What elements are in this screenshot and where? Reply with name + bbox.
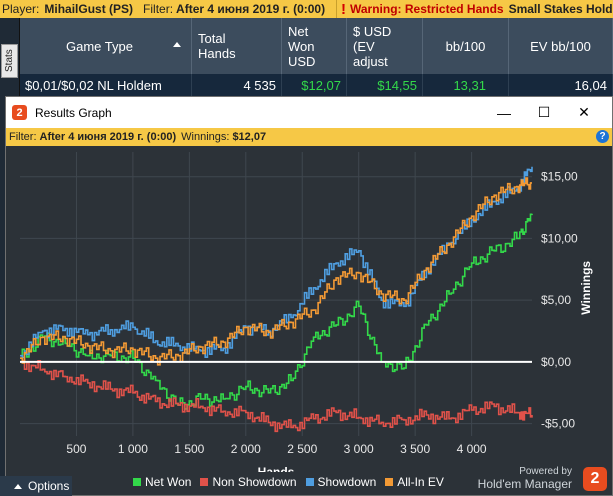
y-tick-label: $10,00 <box>541 231 578 245</box>
cell-total-hands: 4 535 <box>192 74 282 96</box>
col-header-ev-bb100[interactable]: EV bb/100 <box>509 18 613 74</box>
legend-label: Net Won <box>145 475 192 489</box>
stats-tab[interactable]: Stats <box>1 44 18 78</box>
legend-item-non-showdown[interactable]: Non Showdown <box>200 475 297 489</box>
graph-filter-label: Filter: <box>9 131 37 143</box>
cell-bb100: 13,31 <box>423 74 509 96</box>
cell-net-won: $12,07 <box>282 74 347 96</box>
col-header-net-won[interactable]: Net Won USD <box>282 18 347 74</box>
hm-brand-text: Hold'em Manager <box>477 477 572 491</box>
results-graph-window: 2 Results Graph — ☐ ✕ Filter: After 4 ию… <box>5 96 613 496</box>
cell-ev-adjusted: $14,55 <box>347 74 423 96</box>
col-header-label: Game Type <box>66 38 133 54</box>
x-tick-label: 1 000 <box>118 442 148 456</box>
x-tick-label: 4 000 <box>457 442 487 456</box>
x-tick-label: 2 500 <box>287 442 317 456</box>
maximize-button[interactable]: ☐ <box>537 104 551 120</box>
plot-area <box>20 152 532 436</box>
col-header-bb100[interactable]: bb/100 <box>423 18 509 74</box>
winnings-value: $12,07 <box>232 131 267 143</box>
legend-item-showdown[interactable]: Showdown <box>305 475 377 489</box>
sort-ascending-icon <box>173 42 181 47</box>
legend-swatch <box>200 478 209 486</box>
y-tick-label: $0,00 <box>541 355 571 369</box>
minimize-button[interactable]: — <box>497 104 511 121</box>
powered-by: Powered by Hold'em Manager 2 <box>468 464 612 494</box>
legend-swatch <box>385 478 394 486</box>
hm-logo-icon: 2 <box>583 467 607 491</box>
filter-label: Filter: <box>143 2 174 16</box>
x-tick-label: 500 <box>66 442 86 456</box>
y-axis-title: Winnings <box>579 261 593 315</box>
results-chart: 500 1 000 1 500 2 000 2 500 3 000 3 500 4 000 -$… <box>20 152 593 472</box>
cell-game-type: $0,01/$0,02 NL Holdem <box>20 74 192 96</box>
warning-text: Warning: Restricted Hands <box>350 2 504 16</box>
legend-label: Showdown <box>317 475 377 489</box>
winnings-label: Winnings: <box>181 131 230 143</box>
legend-label: Non Showdown <box>212 475 297 489</box>
restricted-hands-warning[interactable]: ! Warning: Restricted Hands Small Stakes… <box>336 0 613 18</box>
chart-legend: Net Won Non Showdown Showdown All-In EV <box>133 475 453 489</box>
col-header-label: Net Won USD <box>288 23 316 69</box>
window-titlebar[interactable]: 2 Results Graph — ☐ ✕ <box>6 97 612 128</box>
x-tick-label: 3 000 <box>344 442 374 456</box>
series-line-non-showdown <box>20 359 533 433</box>
player-name[interactable]: MihailGust (PS) <box>44 2 134 16</box>
player-label: Player: <box>2 2 40 16</box>
col-header-game-type[interactable]: Game Type <box>20 18 192 74</box>
powered-by-text: Powered by <box>519 466 572 477</box>
graph-filter-value[interactable]: After 4 июня 2019 г. (0:00) <box>39 131 177 143</box>
x-axis-title: Hands <box>258 465 295 472</box>
legend-swatch <box>133 478 141 486</box>
filter-value[interactable]: After 4 июня 2019 г. (0:00) <box>176 2 326 16</box>
legend-label: All-In EV <box>397 475 444 489</box>
col-header-label: $ USD (EV adjust <box>353 23 392 69</box>
hm-app-icon: 2 <box>12 105 27 120</box>
x-tick-label: 1 500 <box>174 442 204 456</box>
x-tick-label: 2 000 <box>231 442 261 456</box>
y-tick-label: -$5,00 <box>541 417 575 431</box>
legend-item-net-won[interactable]: Net Won <box>133 475 191 489</box>
legend-swatch <box>305 478 314 486</box>
series-line-all-in-ev <box>20 177 532 366</box>
options-label: Options <box>28 479 70 493</box>
table-row[interactable]: $0,01/$0,02 NL Holdem 4 535 $12,07 $14,5… <box>20 74 613 96</box>
col-header-ev-adjusted[interactable]: $ USD (EV adjust <box>347 18 423 74</box>
stakes-label: Small Stakes Holdem <box>508 2 613 16</box>
legend-item-all-in-ev[interactable]: All-In EV <box>385 475 444 489</box>
col-header-label: bb/100 <box>445 38 486 54</box>
options-button[interactable]: Options <box>0 476 72 496</box>
player-filter-bar: Player: MihailGust (PS) Filter: After 4 … <box>0 0 613 18</box>
expand-up-icon <box>14 483 22 489</box>
col-header-total-hands[interactable]: Total Hands <box>192 18 282 74</box>
y-tick-label: $15,00 <box>541 170 578 184</box>
window-title: Results Graph <box>35 105 112 120</box>
cell-ev-bb100: 16,04 <box>509 74 613 96</box>
col-header-label: EV bb/100 <box>530 38 591 54</box>
col-header-label: Total Hands <box>198 31 236 61</box>
y-tick-label: $5,00 <box>541 293 571 307</box>
help-icon[interactable]: ? <box>596 130 609 143</box>
graph-filter-bar: Filter: After 4 июня 2019 г. (0:00) Winn… <box>6 128 612 146</box>
warning-icon: ! <box>341 0 346 18</box>
x-tick-label: 3 500 <box>400 442 430 456</box>
stats-table-header: Game Type Total Hands Net Won USD $ USD … <box>20 18 613 74</box>
close-button[interactable]: ✕ <box>578 104 590 120</box>
